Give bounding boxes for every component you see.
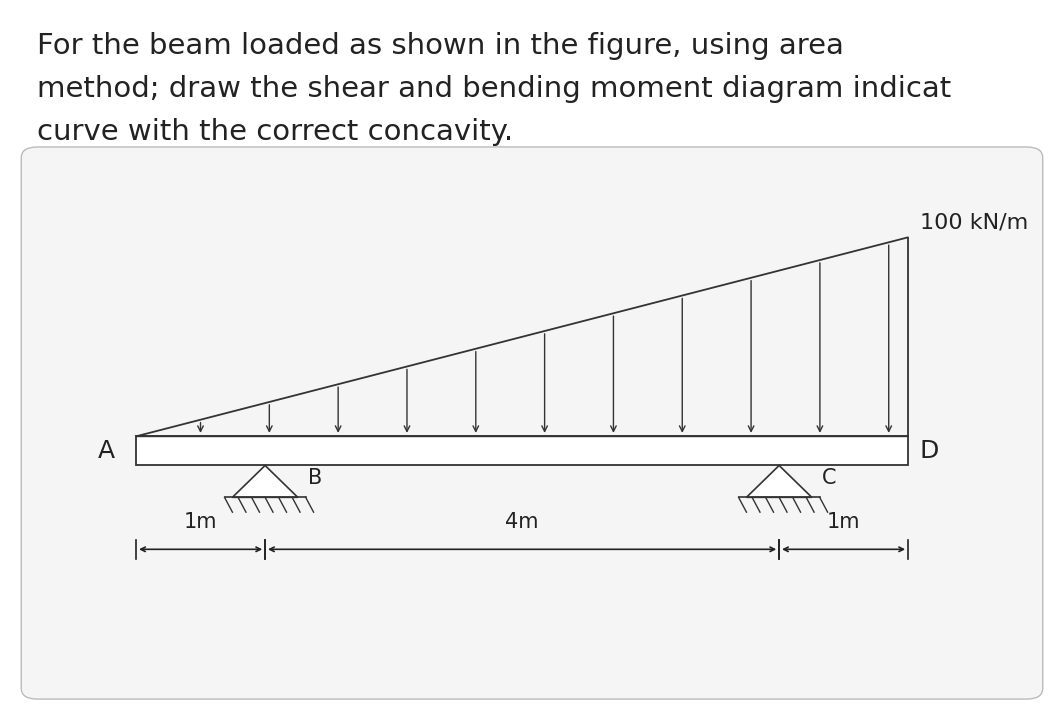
Text: For the beam loaded as shown in the figure, using area: For the beam loaded as shown in the figu… [37, 32, 844, 60]
Text: 1m: 1m [184, 512, 217, 532]
Bar [136, 436, 908, 465]
Text: C: C [821, 468, 836, 488]
Text: A: A [97, 439, 115, 463]
Text: method; draw the shear and bending moment diagram indicat: method; draw the shear and bending momen… [37, 75, 951, 103]
Polygon shape [232, 465, 298, 498]
Polygon shape [747, 465, 812, 498]
Text: 4m: 4m [505, 512, 538, 532]
Text: 1m: 1m [827, 512, 861, 532]
Text: D: D [920, 439, 940, 463]
Text: curve with the correct concavity.: curve with the correct concavity. [37, 118, 513, 146]
Text: 100 kN/m: 100 kN/m [920, 212, 1028, 232]
Text: B: B [307, 468, 322, 488]
